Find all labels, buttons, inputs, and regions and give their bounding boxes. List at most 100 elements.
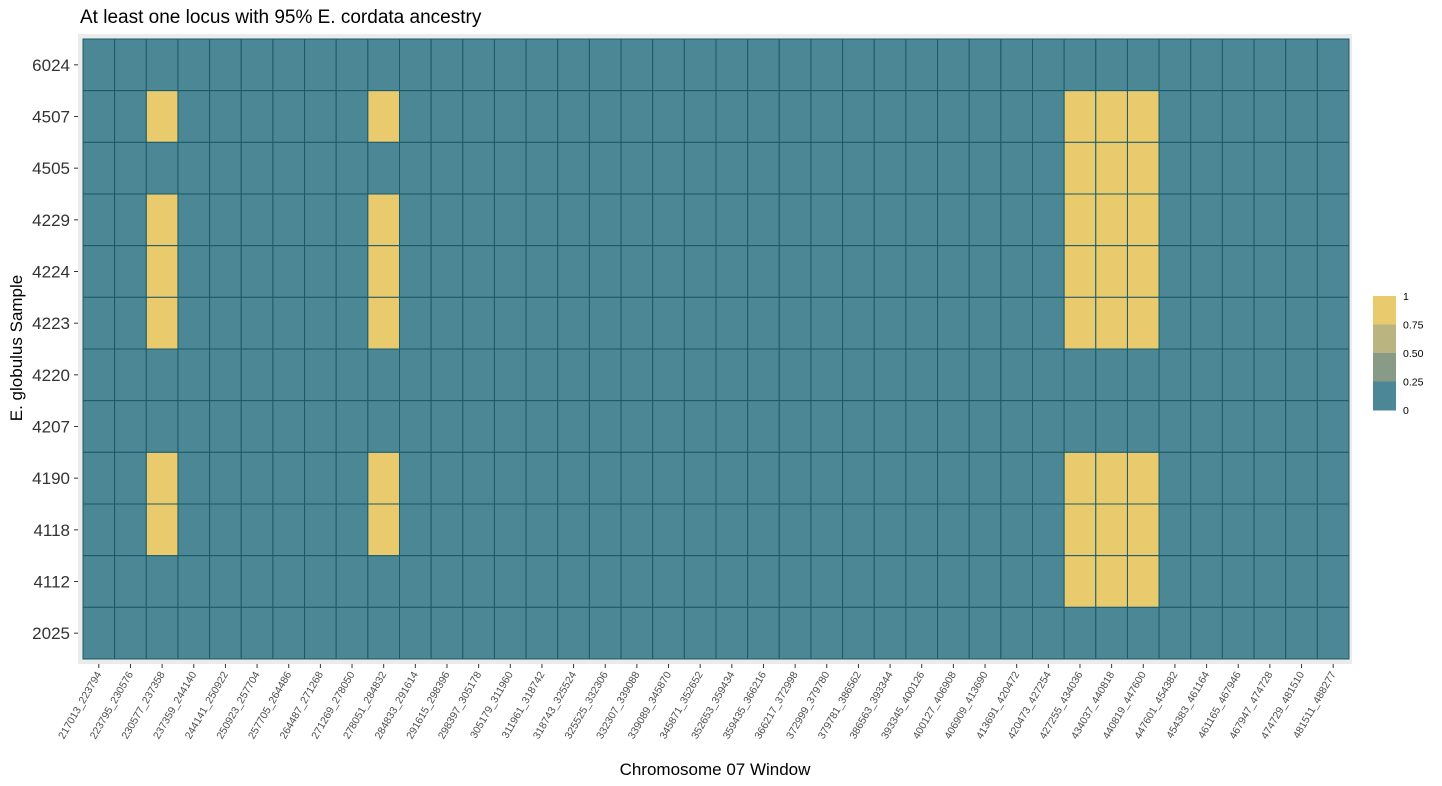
heatmap-cell: [209, 503, 242, 557]
heatmap-cell: [873, 400, 907, 453]
heatmap-cell: [82, 555, 116, 608]
heatmap-cell: [240, 296, 274, 350]
heatmap-cell: [399, 245, 432, 298]
heatmap-cell: [430, 451, 464, 505]
heatmap-cell: [367, 193, 401, 247]
heatmap-cell: [82, 38, 116, 92]
heatmap-cell: [367, 348, 401, 402]
heatmap-cell: [778, 555, 812, 608]
heatmap-cell: [715, 90, 749, 143]
heatmap-cell: [747, 503, 780, 557]
heatmap-cell: [873, 245, 907, 298]
heatmap-cell: [937, 245, 970, 298]
heatmap-cell: [1221, 451, 1255, 505]
heatmap-cell: [1190, 555, 1223, 608]
heatmap-cell: [82, 193, 116, 247]
heatmap-cell: [810, 296, 844, 350]
heatmap-cell: [1316, 296, 1350, 350]
heatmap-cell: [145, 348, 179, 402]
heatmap-cell: [1000, 38, 1033, 92]
heatmap-cell: [209, 555, 242, 608]
heatmap-cell: [399, 348, 432, 402]
heatmap-cell: [1032, 296, 1065, 350]
heatmap-cell: [367, 555, 401, 608]
heatmap-cell: [335, 451, 369, 505]
heatmap-cell: [1190, 141, 1223, 195]
heatmap-cell: [240, 606, 274, 660]
heatmap-cell: [652, 555, 685, 608]
heatmap-cell: [240, 90, 274, 143]
heatmap-cell: [430, 400, 464, 453]
heatmap-cell: [905, 193, 939, 247]
heatmap-cell: [1063, 503, 1097, 557]
y-tick-label: 4229: [32, 211, 70, 230]
heatmap-cell: [1126, 193, 1160, 247]
heatmap-cell: [462, 296, 495, 350]
heatmap-cell: [652, 503, 685, 557]
heatmap-cell: [177, 296, 211, 350]
heatmap-cell: [905, 400, 939, 453]
heatmap-cell: [240, 400, 274, 453]
heatmap-cell: [683, 400, 717, 453]
heatmap-cell: [1221, 38, 1255, 92]
heatmap-cell: [842, 38, 875, 92]
heatmap-cell: [968, 38, 1002, 92]
heatmap-cell: [1190, 193, 1223, 247]
heatmap-cell: [1190, 296, 1223, 350]
heatmap-cell: [1095, 38, 1128, 92]
heatmap-cell: [145, 400, 179, 453]
heatmap-cell: [82, 348, 116, 402]
heatmap-cell: [842, 296, 875, 350]
heatmap-cell: [1253, 38, 1287, 92]
heatmap-cell: [1190, 90, 1223, 143]
heatmap-cell: [937, 503, 970, 557]
heatmap-cell: [462, 503, 495, 557]
heatmap-cell: [1285, 90, 1318, 143]
heatmap-cell: [747, 555, 780, 608]
heatmap-cell: [1000, 555, 1033, 608]
heatmap-cell: [747, 90, 780, 143]
heatmap-cell: [1316, 555, 1350, 608]
heatmap-cell: [399, 141, 432, 195]
heatmap-cell: [525, 296, 559, 350]
heatmap-cell: [304, 38, 337, 92]
heatmap-cell: [557, 348, 590, 402]
heatmap-cell: [715, 503, 749, 557]
heatmap-cell: [1126, 555, 1160, 608]
heatmap-cell: [778, 193, 812, 247]
heatmap-cell: [335, 245, 369, 298]
heatmap-cell: [145, 90, 179, 143]
heatmap-cell: [1126, 141, 1160, 195]
heatmap-cell: [1221, 245, 1255, 298]
heatmap-cell: [209, 348, 242, 402]
y-tick-label: 4118: [33, 521, 70, 540]
heatmap-cell: [525, 90, 559, 143]
heatmap-cell: [1000, 193, 1033, 247]
heatmap-cell: [1316, 90, 1350, 143]
heatmap-cell: [493, 503, 527, 557]
heatmap-cell: [525, 503, 559, 557]
heatmap-cell: [810, 451, 844, 505]
heatmap-cell: [1158, 400, 1192, 453]
heatmap-cell: [620, 245, 654, 298]
heatmap-cell: [810, 348, 844, 402]
heatmap-cell: [1221, 141, 1255, 195]
heatmap-cell: [1285, 141, 1318, 195]
heatmap-cell: [462, 38, 495, 92]
heatmap-cell: [1000, 606, 1033, 660]
heatmap-cell: [1095, 503, 1128, 557]
heatmap-cell: [1063, 451, 1097, 505]
heatmap-cell: [1316, 141, 1350, 195]
heatmap-cell: [1032, 451, 1065, 505]
heatmap-cell: [272, 245, 306, 298]
heatmap-cell: [1032, 348, 1065, 402]
heatmap-cell: [1221, 555, 1255, 608]
heatmap-cell: [399, 606, 432, 660]
heatmap-cell: [1221, 90, 1255, 143]
heatmap-cell: [842, 400, 875, 453]
heatmap-cell: [430, 141, 464, 195]
heatmap-cell: [778, 90, 812, 143]
heatmap-cell: [683, 348, 717, 402]
heatmap-cell: [1221, 193, 1255, 247]
heatmap-cell: [493, 141, 527, 195]
